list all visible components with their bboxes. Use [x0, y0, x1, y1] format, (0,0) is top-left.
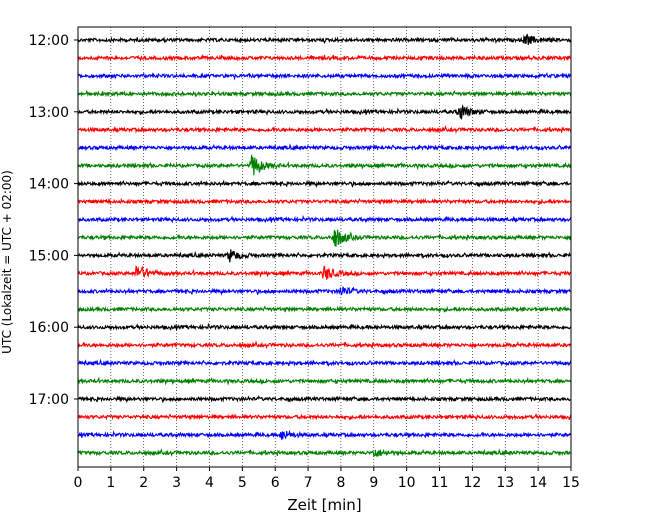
x-tick-label: 12 — [463, 475, 481, 491]
trace-15:30 — [77, 286, 572, 296]
x-tick-label: 15 — [562, 475, 580, 491]
trace-16:30 — [77, 358, 572, 367]
trace-13:15 — [77, 125, 572, 135]
x-tick-label: 4 — [205, 475, 214, 491]
trace-16:00 — [77, 322, 572, 331]
x-tick-label: 3 — [172, 475, 181, 491]
plot-frame — [77, 26, 572, 468]
y-tick-label: 13:00 — [29, 105, 69, 121]
trace-13:45 — [77, 154, 572, 176]
y-tick-label: 14:00 — [29, 177, 69, 193]
trace-12:15 — [77, 54, 572, 62]
trace-17:45 — [77, 448, 572, 458]
x-tick-label: 11 — [431, 475, 449, 491]
x-tick-label: 14 — [529, 475, 547, 491]
trace-13:30 — [77, 143, 572, 152]
trace-12:00 — [77, 33, 572, 46]
x-axis-ticks: 0 1 2 3 4 5 6 7 8 9 10 11 12 13 14 15 — [74, 467, 580, 491]
y-tick-label: 17:00 — [29, 392, 69, 408]
x-tick-label: 5 — [238, 475, 247, 491]
x-tick-label: 2 — [139, 475, 148, 491]
trace-12:30 — [77, 72, 572, 81]
x-axis-label: Zeit [min] — [287, 496, 361, 514]
trace-17:30 — [77, 429, 572, 440]
x-tick-label: 8 — [336, 475, 345, 491]
trace-15:45 — [77, 305, 572, 313]
y-tick-label: 12:00 — [29, 33, 69, 49]
trace-15:00 — [77, 249, 572, 263]
x-tick-label: 10 — [398, 475, 416, 491]
x-tick-label: 6 — [271, 475, 280, 491]
trace-16:15 — [77, 340, 572, 350]
trace-12:45 — [77, 89, 572, 98]
y-axis-ticks: 12:00 13:00 14:00 15:00 16:00 17:00 — [29, 33, 78, 408]
x-tick-label: 13 — [496, 475, 514, 491]
trace-14:30 — [77, 214, 572, 224]
trace-14:00 — [77, 179, 572, 189]
x-tick-label: 7 — [304, 475, 313, 491]
trace-15:15 — [77, 265, 572, 280]
trace-16:45 — [77, 376, 572, 386]
trace-17:15 — [77, 412, 572, 421]
x-tick-label: 1 — [106, 475, 115, 491]
x-tick-label: 9 — [369, 475, 378, 491]
y-axis-label: UTC (Lokalzeit = UTC + 02:00) — [0, 170, 14, 354]
trace-17:00 — [77, 395, 572, 404]
trace-14:45 — [77, 229, 572, 247]
y-tick-label: 15:00 — [29, 248, 69, 264]
grid-lines — [110, 27, 539, 467]
y-tick-label: 16:00 — [29, 320, 69, 336]
trace-series — [77, 33, 572, 458]
trace-14:15 — [77, 197, 572, 206]
trace-13:00 — [77, 104, 572, 120]
x-tick-label: 0 — [74, 475, 83, 491]
